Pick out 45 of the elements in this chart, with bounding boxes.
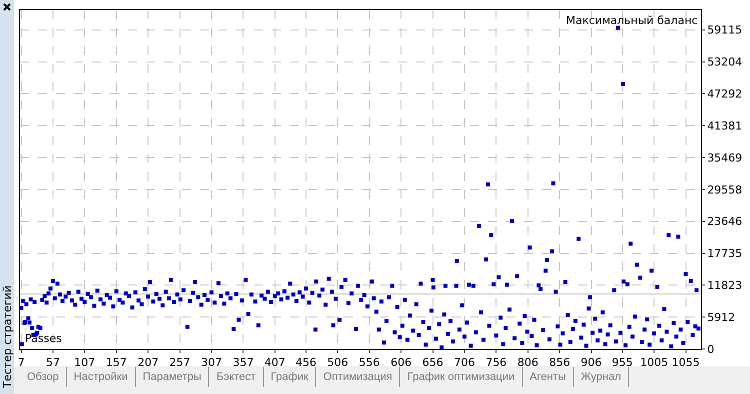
y-tick-label: 11823 <box>707 279 742 292</box>
x-tick-label: 257 <box>169 356 190 370</box>
y-tick-label: 29558 <box>707 183 742 196</box>
x-tick-label: 407 <box>264 356 286 370</box>
text: График оптимизации <box>407 371 515 383</box>
y-tick-label: 23646 <box>707 215 742 228</box>
x-axis-title: Passes <box>25 332 62 345</box>
x-tick-label: 556 <box>358 356 380 370</box>
x-tick-label: 57 <box>46 356 60 370</box>
y-tick-label: 17735 <box>707 247 742 260</box>
y-axis-title: Максимальный баланс <box>566 14 698 27</box>
y-tick-label: 47292 <box>707 88 742 101</box>
text: Параметры <box>142 371 202 383</box>
text: Оптимизация <box>323 371 392 383</box>
x-tick-label: 906 <box>580 356 602 370</box>
y-tick-label: 0 <box>707 342 714 356</box>
x-tick-label: 157 <box>106 356 127 370</box>
x-tick-label: 756 <box>486 356 507 370</box>
x-tick-label: 856 <box>549 356 570 370</box>
text: Бэктест <box>216 371 256 383</box>
y-tick-label: 53204 <box>707 56 742 69</box>
y-tick-label: 5912 <box>707 310 736 324</box>
x-tick-label: 7 <box>18 356 25 370</box>
x-tick-label: 706 <box>454 356 475 370</box>
x-tick-label: 806 <box>517 356 538 370</box>
text: Обзор <box>27 371 59 383</box>
y-tick-label: 41381 <box>707 119 742 132</box>
y-tick-label: 35469 <box>707 151 742 164</box>
x-tick-label: 1005 <box>640 356 668 370</box>
x-tick-label: 656 <box>422 356 444 370</box>
text: Журнал <box>580 371 622 383</box>
text: График <box>270 371 308 383</box>
text: Агенты <box>530 371 566 383</box>
x-tick-label: 207 <box>138 356 159 370</box>
x-tick-label: 107 <box>74 356 96 370</box>
x-tick-label: 456 <box>295 356 316 370</box>
x-tick-label: 955 <box>612 356 633 370</box>
x-tick-label: 506 <box>327 356 348 370</box>
x-tick-label: 606 <box>390 356 412 370</box>
x-tick-label: 307 <box>200 356 222 370</box>
x-tick-label: 1055 <box>672 356 700 370</box>
x-tick-label: 357 <box>232 356 254 370</box>
y-tick-label: 59115 <box>707 24 742 37</box>
text: Настройки <box>74 371 128 383</box>
text: Тестер стратегий <box>1 285 14 388</box>
